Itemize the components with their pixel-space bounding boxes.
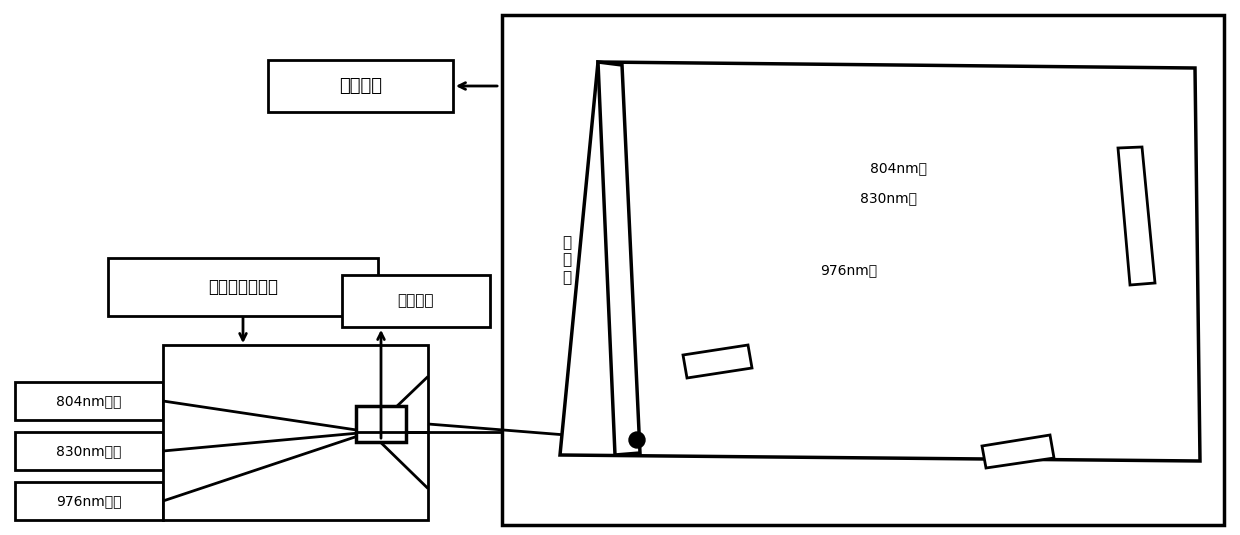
Text: 光谱模块: 光谱模块 [339,77,382,95]
Text: 光衰减器: 光衰减器 [398,294,434,309]
Bar [15,432,162,470]
Polygon shape [1118,147,1154,285]
Bar [15,482,162,520]
Bar [15,382,162,420]
Text: 804nm激光: 804nm激光 [56,394,122,408]
Text: 976nm激光: 976nm激光 [56,494,122,508]
Bar [162,345,428,520]
Bar [342,275,490,327]
Text: 三合一拉锥光纤: 三合一拉锥光纤 [208,278,278,296]
Polygon shape [982,435,1054,468]
Text: 830nm光: 830nm光 [861,191,918,205]
Bar [268,60,453,112]
Text: 探
测
器: 探 测 器 [563,235,572,285]
Polygon shape [598,62,640,455]
Text: 804nm光: 804nm光 [870,161,928,175]
Bar [356,406,405,442]
Bar [108,258,378,316]
Circle shape [629,432,645,448]
Polygon shape [683,345,751,378]
Text: 830nm激光: 830nm激光 [56,444,122,458]
Text: 976nm光: 976nm光 [820,263,877,277]
Polygon shape [560,62,1200,461]
Bar [502,15,1224,525]
